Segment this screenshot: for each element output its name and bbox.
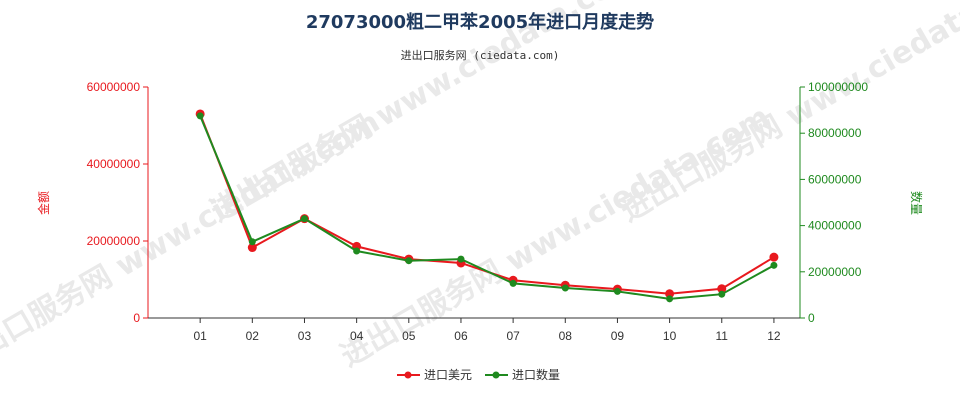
- left-axis-tick-label: 60000000: [87, 80, 141, 94]
- right-axis-tick-label: 100000000: [808, 80, 868, 94]
- legend: 进口美元 进口数量: [397, 367, 560, 382]
- series: [195, 109, 779, 303]
- x-axis-tick-label: 08: [559, 329, 573, 343]
- quantity-point: [509, 279, 517, 287]
- quantity-point: [718, 290, 726, 298]
- legend-label-amount: 进口美元: [424, 368, 472, 382]
- legend-item-amount[interactable]: 进口美元: [397, 368, 472, 382]
- right-axis-tick-label: 80000000: [808, 126, 862, 140]
- x-axis-tick-label: 12: [767, 329, 781, 343]
- right-axis-title: 数量: [909, 191, 924, 215]
- quantity-point: [770, 261, 778, 269]
- x-axis-tick-label: 11: [716, 329, 729, 343]
- left-axis-title: 金额: [36, 191, 51, 215]
- quantity-point: [353, 247, 361, 255]
- amount-point: [247, 243, 257, 253]
- legend-swatch-amount-dot: [404, 371, 412, 379]
- watermark-text-3: 进出口服务网 www.ciedata.com: [615, 0, 960, 229]
- x-axis-tick-label: 10: [663, 329, 677, 343]
- right-axis-tick-label: 0: [808, 311, 815, 325]
- watermark-text-1: 进出口服务网 www.ciedata.com: [335, 99, 776, 374]
- quantity-point: [300, 215, 308, 223]
- quantity-point: [613, 287, 621, 295]
- quantity-point: [457, 255, 465, 263]
- x-axis-tick-label: 01: [193, 329, 207, 343]
- legend-item-quantity[interactable]: 进口数量: [485, 367, 560, 382]
- quantity-point: [405, 257, 413, 265]
- axes: 0 20000000 40000000 60000000 0 20000000 400000…: [87, 80, 869, 343]
- amount-point: [665, 289, 675, 299]
- right-axis-tick-label: 40000000: [808, 219, 862, 233]
- chart-title: 27073000粗二甲苯2005年进口月度走势: [306, 11, 654, 33]
- quantity-point: [196, 112, 204, 120]
- left-axis-tick-label: 20000000: [87, 234, 141, 248]
- series-line-quantity: [199, 115, 775, 300]
- x-axis-tick-label: 06: [454, 329, 468, 343]
- right-axis-tick-label: 20000000: [808, 265, 862, 279]
- x-axis-tick-label: 07: [506, 329, 520, 343]
- quantity-point: [666, 295, 674, 303]
- amount-point: [717, 284, 727, 294]
- x-axis-tick-label: 03: [298, 329, 312, 343]
- watermark-text-2: 进出口服务网 www.ciedata.com: [205, 0, 646, 229]
- quantity-point: [248, 238, 256, 246]
- left-axis-tick-label: 40000000: [87, 157, 141, 171]
- amount-point: [769, 252, 779, 262]
- quantity-point: [561, 284, 569, 292]
- x-axis-tick-label: 09: [611, 329, 625, 343]
- left-axis-tick-label: 0: [133, 311, 140, 325]
- right-axis-tick-label: 60000000: [808, 172, 862, 186]
- legend-swatch-quantity-dot: [492, 371, 500, 379]
- x-axis-tick-label: 04: [350, 329, 364, 343]
- x-axis-tick-label: 02: [246, 329, 260, 343]
- chart-subtitle: 进出口服务网 (ciedata.com): [401, 48, 560, 62]
- x-axis-tick-label: 05: [402, 329, 416, 343]
- legend-label-quantity: 进口数量: [512, 367, 560, 382]
